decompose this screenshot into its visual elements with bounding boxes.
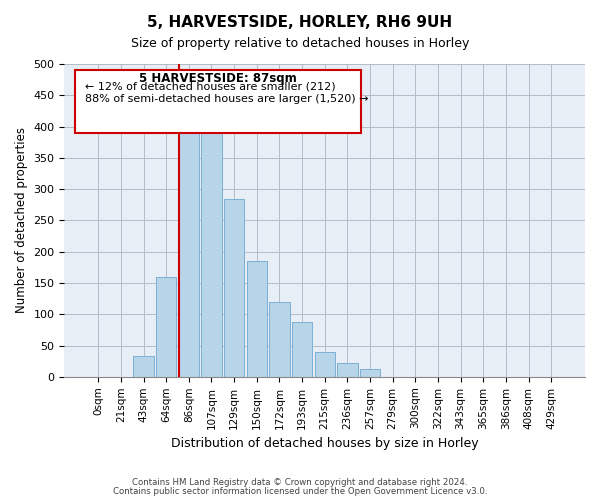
Y-axis label: Number of detached properties: Number of detached properties: [15, 128, 28, 314]
Text: ← 12% of detached houses are smaller (212): ← 12% of detached houses are smaller (21…: [85, 81, 336, 91]
Text: Contains public sector information licensed under the Open Government Licence v3: Contains public sector information licen…: [113, 487, 487, 496]
Bar: [179, 120, 199, 377]
Bar: [269, 302, 290, 377]
Text: Contains HM Land Registry data © Crown copyright and database right 2024.: Contains HM Land Registry data © Crown c…: [132, 478, 468, 487]
FancyBboxPatch shape: [75, 70, 361, 133]
X-axis label: Distribution of detached houses by size in Horley: Distribution of detached houses by size …: [171, 437, 479, 450]
Bar: [360, 370, 380, 377]
Bar: [292, 322, 312, 377]
Bar: [337, 363, 358, 377]
Bar: [133, 356, 154, 377]
Bar: [201, 133, 221, 377]
Text: 5, HARVESTSIDE, HORLEY, RH6 9UH: 5, HARVESTSIDE, HORLEY, RH6 9UH: [148, 15, 452, 30]
Bar: [156, 276, 176, 377]
Text: 88% of semi-detached houses are larger (1,520) →: 88% of semi-detached houses are larger (…: [85, 94, 369, 104]
Bar: [314, 352, 335, 377]
Bar: [224, 198, 244, 377]
Text: Size of property relative to detached houses in Horley: Size of property relative to detached ho…: [131, 38, 469, 51]
Bar: [247, 261, 267, 377]
Text: 5 HARVESTSIDE: 87sqm: 5 HARVESTSIDE: 87sqm: [139, 72, 297, 85]
